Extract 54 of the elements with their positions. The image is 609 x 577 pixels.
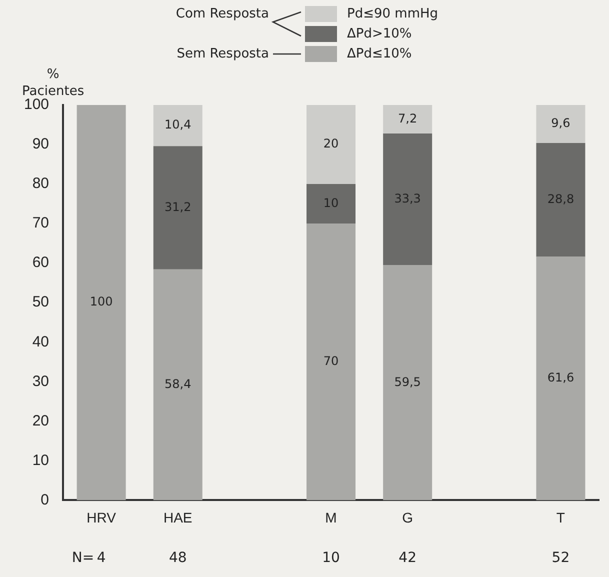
text: 48: [168, 550, 187, 566]
text: Com Resposta: [176, 6, 269, 22]
data-label: 9,6: [551, 116, 570, 130]
x-tick-label: T: [556, 509, 566, 526]
y-tick-label: 80: [32, 175, 50, 192]
data-label: 10: [323, 196, 339, 210]
bar: [153, 146, 202, 270]
text: 52: [552, 550, 570, 566]
bar: [383, 105, 432, 134]
legend-label: ΔPd>10%: [347, 26, 412, 42]
text: N=: [72, 550, 94, 566]
x-tick-label: HAE: [163, 509, 192, 526]
data-label: 61,6: [547, 370, 574, 385]
data-label: 10,4: [164, 118, 192, 132]
bar: [536, 105, 586, 143]
bar: [536, 256, 586, 500]
y-tick-label: 0: [40, 491, 50, 508]
bar: [153, 105, 202, 146]
x-tick-label: M: [325, 509, 337, 526]
data-label: 100: [90, 294, 113, 309]
data-label: 33,3: [394, 191, 421, 206]
y-tick-label: 50: [32, 294, 50, 311]
y-axis-title: % Pacientes: [22, 66, 84, 99]
y-tick-label: 10: [32, 452, 50, 469]
y-tick-label: 60: [32, 254, 50, 272]
y-tick-label: 40: [32, 333, 50, 350]
data-label: 58,4: [164, 376, 192, 391]
bar: [383, 133, 432, 266]
y-tick-label: 90: [32, 136, 50, 153]
bar: [383, 265, 432, 500]
y-tick-label: 100: [24, 96, 50, 114]
y-tick-label: 20: [32, 412, 50, 430]
data-label: 70: [323, 354, 339, 368]
text: 4: [96, 550, 106, 566]
x-tick-label: HRV: [86, 509, 117, 526]
bar: [153, 269, 202, 500]
bar: [76, 105, 126, 500]
bar: [306, 184, 356, 224]
bar: [306, 105, 356, 184]
legend-label: Pd≤90 mmHg: [347, 6, 438, 22]
data-label: 7,2: [398, 111, 418, 126]
bar: [306, 224, 356, 500]
y-tick-label: 70: [32, 214, 50, 232]
data-label: 28,8: [547, 192, 574, 206]
y-tick-label: 30: [32, 372, 50, 390]
text: 42: [398, 550, 416, 566]
bar: [536, 142, 586, 257]
data-label: 59,5: [394, 374, 421, 389]
data-label: 20: [323, 136, 339, 151]
text: Sem Resposta: [176, 46, 269, 62]
data-label: 31,2: [164, 200, 192, 214]
x-tick-label: G: [402, 509, 414, 526]
legend-label: ΔPd≤10%: [347, 46, 412, 62]
text: 10: [322, 550, 340, 566]
